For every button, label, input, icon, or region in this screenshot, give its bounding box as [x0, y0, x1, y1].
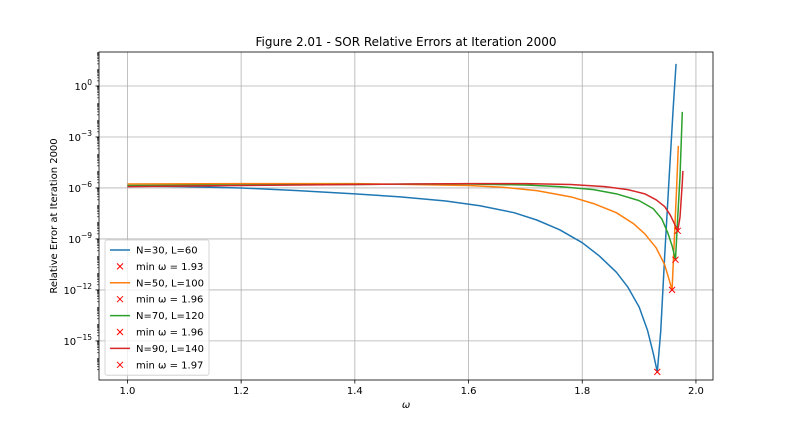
y-tick-label-exponent: −9	[81, 231, 92, 240]
plot-frame	[98, 51, 714, 381]
min-marker-4	[674, 227, 682, 235]
legend-min-label: min ω = 1.96	[136, 295, 203, 306]
y-tick-label-exponent: 0	[87, 78, 92, 87]
legend-series-label: N=30, L=60	[136, 246, 198, 257]
y-tick-label-base: 10	[74, 82, 87, 93]
y-axis-label: Relative Error at Iteration 2000	[49, 138, 60, 293]
legend-series-label: N=90, L=140	[136, 344, 204, 355]
legend-marker-swatch-2	[116, 295, 124, 303]
grid-lines	[99, 52, 713, 380]
y-tick-label-exponent: −12	[76, 282, 92, 291]
min-marker-3	[672, 256, 679, 264]
min-marker-1	[653, 368, 661, 376]
axis-ticks: 1.0 1.2 1.4 1.6 1.8 2.010010−310−610−910−1210…	[63, 52, 704, 397]
series-layer	[127, 63, 684, 376]
y-tick-label: 10−6	[68, 180, 92, 195]
min-marker-2	[668, 286, 676, 294]
x-tick-label: 1.6	[461, 386, 477, 397]
x-tick-label: 1.4	[347, 386, 363, 397]
y-tick-label-exponent: −15	[76, 333, 92, 342]
x-axis-label: ω	[402, 400, 410, 411]
legend-min-label: min ω = 1.97	[136, 360, 203, 371]
legend-frame	[104, 239, 210, 376]
y-tick-label-exponent: −6	[81, 180, 92, 189]
legend-series-label: N=50, L=100	[136, 278, 204, 289]
x-tick-label: 2.0	[688, 386, 704, 397]
legend: N=30, L=60 min ω = 1.93 N=50, L=100 min ω =…	[104, 239, 210, 376]
legend-marker-swatch-3	[116, 328, 124, 336]
y-tick-label: 10−15	[63, 333, 92, 348]
chart-title: Figure 2.01 - SOR Relative Errors at Ite…	[256, 35, 557, 49]
series-line-1	[127, 63, 677, 373]
y-tick-label-base: 10	[63, 286, 76, 297]
y-tick-label-base: 10	[68, 184, 81, 195]
y-tick-label: 10−3	[68, 129, 92, 144]
legend-series-label: N=70, L=120	[136, 311, 204, 322]
y-tick-label: 100	[74, 78, 92, 93]
y-tick-label-base: 10	[63, 337, 76, 348]
y-tick-label: 10−12	[63, 282, 92, 297]
x-tick-label: 1.2	[233, 386, 249, 397]
legend-min-label: min ω = 1.93	[136, 262, 203, 273]
legend-min-label: min ω = 1.96	[136, 328, 203, 339]
y-tick-label-base: 10	[68, 133, 81, 144]
y-tick-label-base: 10	[68, 235, 81, 246]
y-tick-label-exponent: −3	[81, 129, 92, 138]
legend-marker-swatch-1	[116, 263, 124, 270]
x-tick-label: 1.0	[119, 386, 135, 397]
legend-marker-swatch-4	[116, 361, 124, 369]
series-line-4	[127, 170, 684, 232]
y-tick-label: 10−9	[68, 231, 92, 246]
x-tick-label: 1.8	[574, 386, 590, 397]
